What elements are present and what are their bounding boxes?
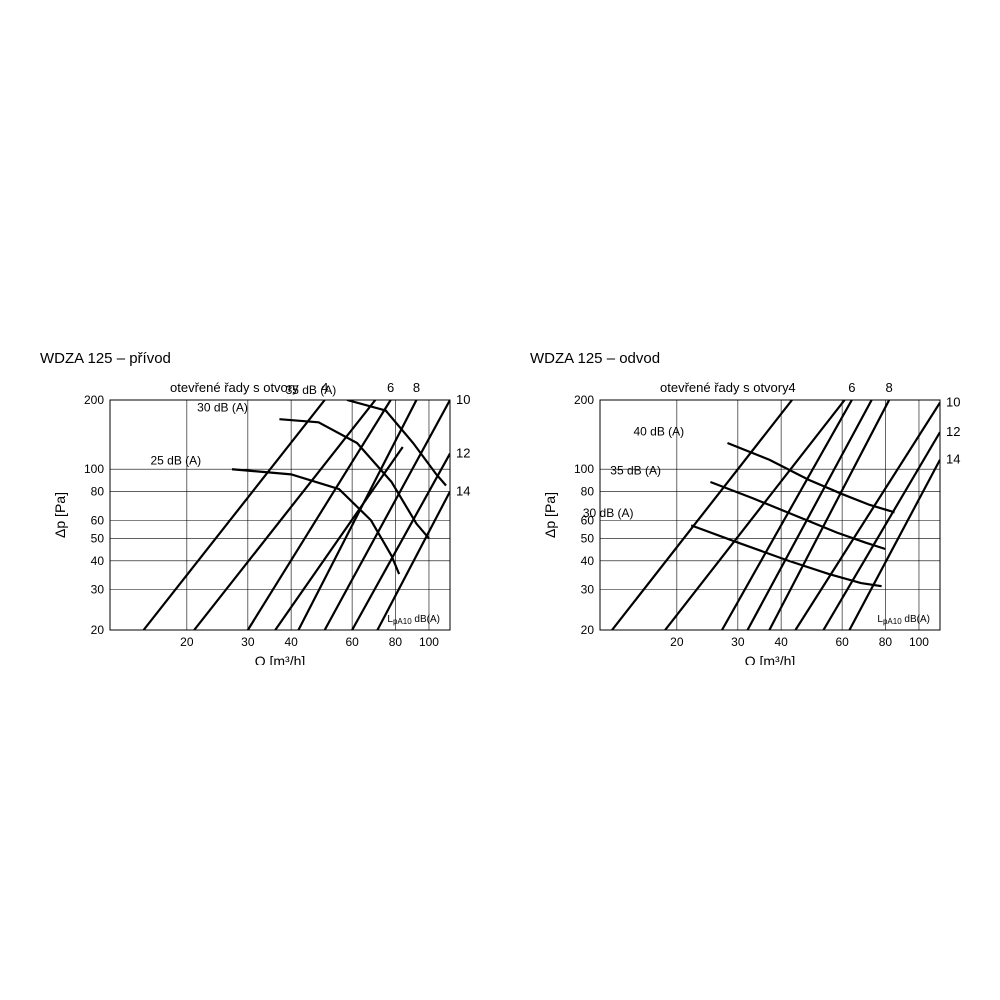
svg-text:80: 80 — [91, 485, 105, 499]
svg-text:40: 40 — [581, 554, 595, 568]
svg-text:30: 30 — [241, 635, 255, 649]
svg-text:40 dB (A): 40 dB (A) — [633, 425, 684, 439]
svg-text:20: 20 — [91, 623, 105, 637]
chart-right: WDZA 125 – odvod 20 30 40 50 60 80 100 200 20 30 40… — [530, 350, 990, 670]
svg-text:otevřené řady s otvory: otevřené řady s otvory — [660, 380, 789, 395]
svg-text:20: 20 — [180, 635, 194, 649]
svg-text:14: 14 — [456, 484, 470, 499]
svg-text:60: 60 — [345, 635, 359, 649]
chart-title: WDZA 125 – odvod — [530, 350, 990, 367]
chart-left: WDZA 125 – přívod 20 30 40 50 60 80 100 200 20 30 4… — [40, 350, 500, 670]
svg-text:30: 30 — [731, 635, 745, 649]
svg-text:6: 6 — [387, 380, 394, 395]
svg-text:12: 12 — [456, 446, 470, 461]
chart-title: WDZA 125 – přívod — [40, 350, 500, 367]
svg-text:80: 80 — [389, 635, 403, 649]
svg-text:12: 12 — [946, 424, 960, 439]
svg-text:80: 80 — [879, 635, 893, 649]
svg-text:25 dB (A): 25 dB (A) — [150, 453, 201, 467]
svg-text:30 dB (A): 30 dB (A) — [197, 401, 248, 415]
svg-text:8: 8 — [886, 380, 893, 395]
svg-text:100: 100 — [419, 635, 439, 649]
chart-svg: 20 30 40 50 60 80 100 200 20 30 40 60 80 100 otevřené … — [40, 375, 500, 665]
svg-text:Δp [Pa]: Δp [Pa] — [52, 492, 68, 538]
svg-text:100: 100 — [909, 635, 929, 649]
svg-text:200: 200 — [574, 393, 594, 407]
svg-text:20: 20 — [581, 623, 595, 637]
svg-text:30 dB (A): 30 dB (A) — [583, 506, 634, 520]
svg-text:6: 6 — [848, 380, 855, 395]
svg-text:Δp [Pa]: Δp [Pa] — [542, 492, 558, 538]
svg-text:10: 10 — [946, 395, 960, 410]
svg-text:4: 4 — [788, 380, 795, 395]
svg-text:50: 50 — [581, 531, 595, 545]
svg-text:60: 60 — [835, 635, 849, 649]
svg-text:100: 100 — [84, 462, 104, 476]
svg-text:200: 200 — [84, 393, 104, 407]
svg-text:14: 14 — [946, 452, 960, 467]
svg-text:35 dB (A): 35 dB (A) — [610, 463, 661, 477]
svg-text:50: 50 — [91, 531, 105, 545]
svg-text:30: 30 — [581, 582, 595, 596]
svg-text:40: 40 — [774, 635, 788, 649]
svg-text:10: 10 — [456, 392, 470, 407]
svg-text:80: 80 — [581, 485, 595, 499]
svg-text:60: 60 — [91, 513, 105, 527]
svg-text:20: 20 — [670, 635, 684, 649]
svg-text:100: 100 — [574, 462, 594, 476]
chart-svg: 2030405060801002002030406080100otevřené … — [530, 375, 990, 665]
svg-text:Q [m³/h]: Q [m³/h] — [255, 653, 306, 665]
svg-text:40: 40 — [284, 635, 298, 649]
svg-text:otevřené řady s otvory: otevřené řady s otvory — [170, 380, 299, 395]
svg-text:Q [m³/h]: Q [m³/h] — [745, 653, 796, 665]
svg-text:35 dB (A): 35 dB (A) — [286, 383, 337, 397]
svg-text:40: 40 — [91, 554, 105, 568]
svg-text:8: 8 — [413, 380, 420, 395]
svg-text:30: 30 — [91, 582, 105, 596]
